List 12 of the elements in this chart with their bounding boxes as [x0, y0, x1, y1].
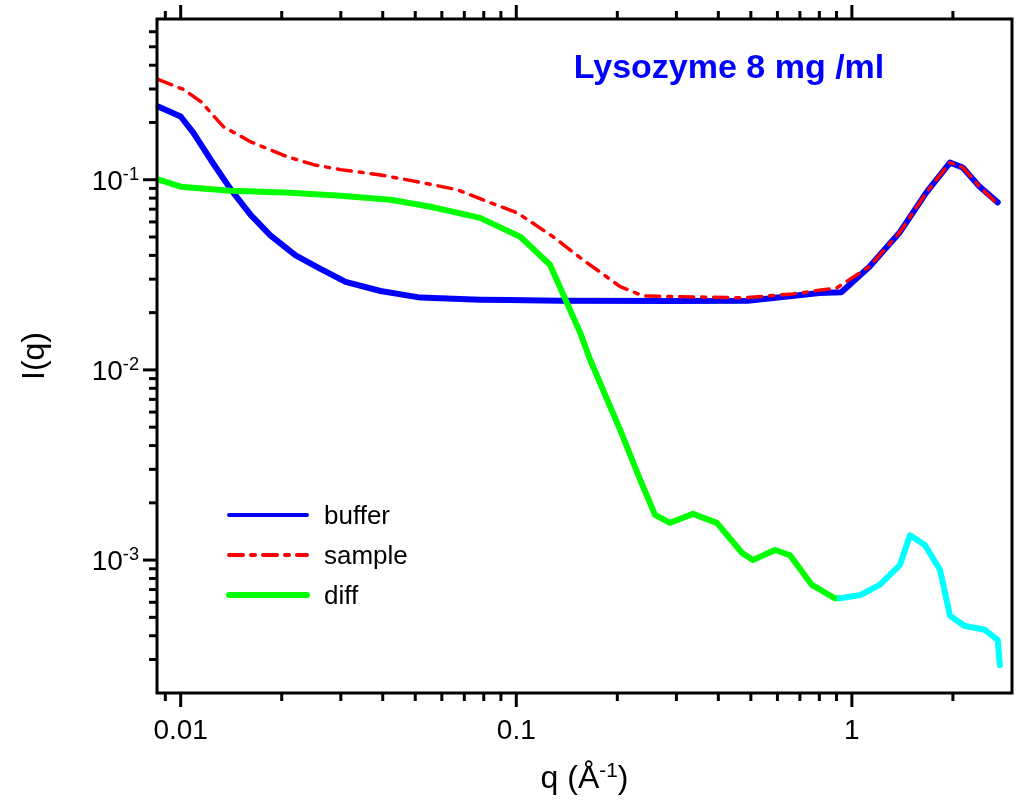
y-tick-label: 10$^{-3}$ — [91, 544, 139, 577]
x-axis-title: q (Å$^{-1}$) — [540, 757, 629, 795]
legend-label: sample — [324, 540, 408, 570]
legend-label: buffer — [324, 500, 391, 530]
y-axis-title: I(q) — [15, 332, 51, 380]
y-tick-label: 10$^{-1}$ — [91, 163, 139, 196]
legend-label: diff — [324, 580, 359, 610]
y-tick-label: 10$^{-2}$ — [91, 353, 139, 386]
x-tick-label: 1 — [844, 714, 860, 745]
x-tick-label: 0.1 — [496, 714, 536, 745]
x-tick-label: 0.01 — [153, 714, 208, 745]
annotation: Lysozyme 8 mg /ml — [573, 47, 885, 85]
